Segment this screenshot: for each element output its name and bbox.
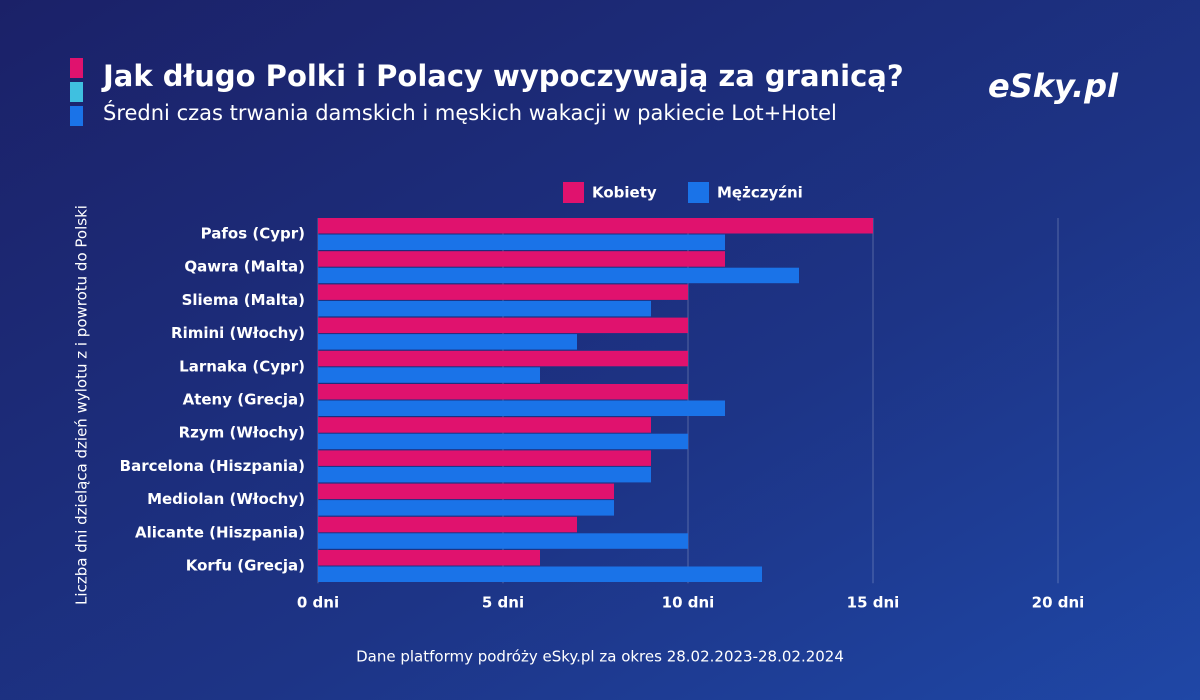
y-tick-label: Mediolan (Włochy) [147, 490, 305, 508]
y-tick-label: Ateny (Grecja) [183, 391, 305, 409]
y-tick-label: Barcelona (Hiszpania) [120, 457, 305, 475]
bar [318, 317, 688, 334]
y-tick-label: Rimini (Włochy) [171, 324, 305, 342]
decor-bar [70, 106, 83, 126]
bar [318, 483, 614, 500]
legend-label: Kobiety [592, 184, 657, 202]
bar [318, 566, 762, 582]
legend-swatch [563, 182, 584, 203]
bar [318, 251, 725, 267]
bar [318, 533, 688, 549]
logo: eSky.pl [988, 67, 1119, 105]
bar [318, 550, 540, 566]
bar [318, 384, 688, 400]
bar [318, 334, 577, 350]
y-tick-label: Korfu (Grecja) [186, 557, 305, 575]
legend-swatch [688, 182, 709, 203]
bar [318, 218, 873, 234]
bar [318, 350, 688, 367]
bar [318, 417, 651, 433]
chart-subtitle: Średni czas trwania damskich i męskich w… [103, 100, 837, 125]
source-note: Dane platformy podróży eSky.pl za okres … [356, 648, 844, 666]
decor-bar [70, 82, 83, 102]
bar [318, 500, 614, 516]
bar [318, 433, 688, 450]
chart-title: Jak długo Polki i Polacy wypoczywają za … [101, 59, 904, 93]
x-tick-label: 0 dni [297, 594, 339, 612]
bar [318, 300, 651, 317]
y-axis-label: Liczba dni dzieląca dzień wylotu z i pow… [73, 205, 91, 605]
y-tick-label: Alicante (Hiszpania) [135, 523, 305, 541]
bar [318, 466, 651, 483]
x-tick-label: 15 dni [847, 594, 900, 612]
bar [318, 234, 725, 250]
bar [318, 284, 688, 300]
decor-bar [70, 58, 83, 78]
bar [318, 450, 651, 466]
x-tick-label: 5 dni [482, 594, 524, 612]
bar [318, 516, 577, 533]
x-tick-label: 10 dni [662, 594, 715, 612]
bar [318, 400, 725, 416]
x-tick-label: 20 dni [1032, 594, 1085, 612]
bar [318, 267, 799, 284]
y-tick-label: Rzym (Włochy) [179, 424, 305, 442]
bar [318, 367, 540, 383]
y-tick-label: Larnaka (Cypr) [179, 357, 305, 375]
y-tick-label: Pafos (Cypr) [201, 225, 305, 243]
y-tick-label: Qawra (Malta) [184, 258, 305, 276]
legend-label: Mężczyźni [717, 184, 803, 202]
y-tick-label: Sliema (Malta) [182, 291, 305, 309]
